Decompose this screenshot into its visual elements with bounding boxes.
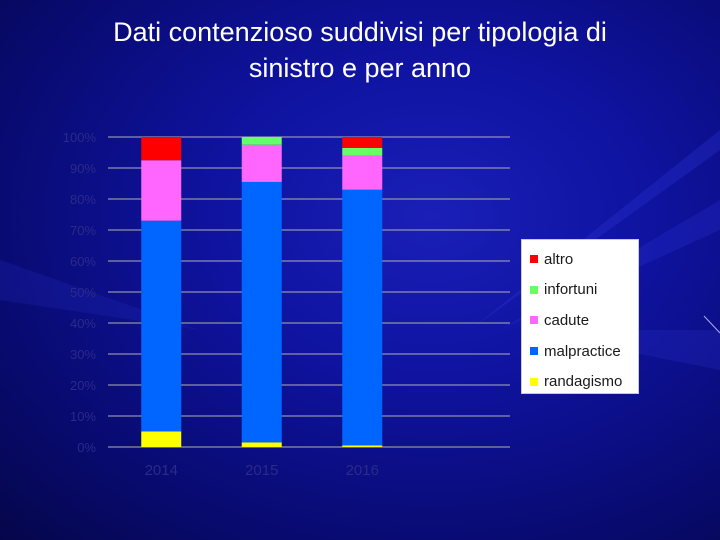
bar-segment-malpractice-2015 [241, 181, 282, 443]
legend-swatch [530, 255, 538, 264]
slide-title-line-2: sinistro e per anno [248, 53, 472, 83]
y-tick-label: 20% [70, 378, 96, 393]
slide-title: Dati contenzioso suddivisi per tipologia… [40, 14, 680, 86]
y-tick-label: 10% [70, 409, 96, 424]
legend-item-randagismo: randagismo [530, 366, 638, 397]
y-tick-label: 60% [70, 254, 96, 269]
x-tick-label: 2014 [145, 462, 178, 479]
legend-swatch [530, 347, 538, 356]
bar-segment-randagismo-2015 [241, 442, 282, 447]
legend-swatch [530, 377, 538, 386]
bar-segment-cadute-2014 [141, 160, 182, 221]
y-tick-label: 90% [70, 161, 96, 176]
bar-segment-infortuni-2015 [241, 137, 282, 145]
y-tick-label: 0% [77, 440, 96, 455]
slide-title-line-1: Dati contenzioso suddivisi per tipologia… [113, 17, 607, 47]
legend-item-altro: altro [530, 244, 638, 275]
y-tick-label: 80% [70, 192, 96, 207]
bar-segment-malpractice-2016 [342, 189, 383, 446]
bar-segment-cadute-2016 [342, 155, 383, 190]
legend-label: malpractice [544, 342, 621, 360]
legend-label: infortuni [544, 281, 598, 299]
bar-segment-cadute-2015 [241, 144, 282, 182]
x-tick-label: 2016 [346, 462, 379, 479]
legend-item-infortuni: infortuni [530, 275, 638, 306]
legend-label: cadute [544, 311, 590, 329]
bar-segment-randagismo-2016 [342, 445, 383, 447]
bar-segment-malpractice-2014 [141, 220, 182, 432]
y-tick-label: 30% [70, 347, 96, 362]
legend-item-malpractice: malpractice [530, 336, 638, 367]
x-tick-label: 2015 [245, 462, 278, 479]
y-tick-label: 40% [70, 316, 96, 331]
legend-label: altro [544, 250, 574, 268]
legend-swatch [530, 316, 538, 325]
y-tick-label: 50% [70, 285, 96, 300]
chart-legend: altro infortuni cadute malpractice randagism… [521, 239, 639, 394]
legend-item-cadute: cadute [530, 305, 638, 336]
y-tick-label: 70% [70, 223, 96, 238]
legend-label: randagismo [544, 373, 623, 391]
y-tick-label: 100% [63, 130, 97, 145]
bar-segment-altro-2016 [342, 137, 383, 148]
bar-segment-infortuni-2016 [342, 147, 383, 156]
legend-swatch [530, 285, 538, 294]
bar-segment-randagismo-2014 [141, 431, 182, 447]
bar-segment-altro-2014 [141, 137, 182, 161]
